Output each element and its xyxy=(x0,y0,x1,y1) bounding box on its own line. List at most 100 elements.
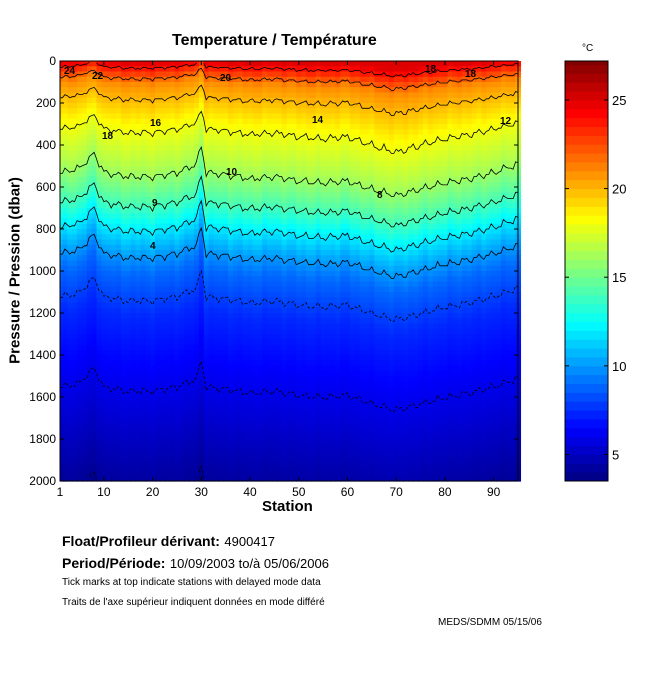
heatmap-cell xyxy=(242,118,249,125)
heatmap-cell xyxy=(315,307,322,314)
heatmap-cell xyxy=(135,129,141,136)
heatmap-cell xyxy=(213,61,219,67)
heatmap-cell xyxy=(189,412,195,419)
heatmap-cell xyxy=(77,444,83,451)
heatmap-cell xyxy=(252,103,258,109)
heatmap-cell xyxy=(62,218,68,225)
heatmap-cell xyxy=(301,265,307,272)
heatmap-cell xyxy=(291,423,297,430)
heatmap-cell xyxy=(262,244,268,251)
heatmap-cell xyxy=(340,239,346,246)
heatmap-cell xyxy=(101,171,107,178)
heatmap-cell xyxy=(315,155,322,162)
heatmap-cell xyxy=(86,428,93,435)
heatmap-cell xyxy=(62,470,68,477)
heatmap-cell xyxy=(310,397,317,403)
heatmap-cell xyxy=(320,139,327,146)
heatmap-cell xyxy=(140,271,146,277)
heatmap-cell xyxy=(228,145,234,151)
heatmap-cell xyxy=(203,381,210,388)
heatmap-cell xyxy=(135,271,141,277)
heatmap-cell xyxy=(106,208,112,214)
heatmap-cell xyxy=(228,418,234,424)
heatmap-cell xyxy=(125,139,132,146)
heatmap-cell xyxy=(232,208,239,214)
heatmap-cell xyxy=(111,97,117,104)
heatmap-cell xyxy=(179,376,185,382)
heatmap-cell xyxy=(130,82,137,88)
heatmap-cell xyxy=(72,129,78,136)
heatmap-cell xyxy=(81,87,88,94)
heatmap-cell xyxy=(116,475,122,482)
heatmap-cell xyxy=(335,255,341,262)
heatmap-cell xyxy=(271,276,278,283)
heatmap-cell xyxy=(159,145,166,151)
heatmap-cell xyxy=(164,239,171,246)
heatmap-cell xyxy=(198,339,205,346)
heatmap-cell xyxy=(96,402,103,409)
heatmap-cell xyxy=(281,150,288,157)
heatmap-cell xyxy=(286,202,293,209)
heatmap-cell xyxy=(247,108,254,115)
heatmap-cell xyxy=(101,323,107,330)
heatmap-cell xyxy=(213,176,219,183)
heatmap-cell xyxy=(72,423,78,430)
heatmap-cell xyxy=(96,66,103,73)
heatmap-cell xyxy=(179,155,185,162)
heatmap-cell xyxy=(189,397,195,403)
heatmap-cell xyxy=(135,439,141,445)
heatmap-cell xyxy=(228,407,234,414)
heatmap-cell xyxy=(330,370,336,377)
heatmap-cell xyxy=(281,475,288,482)
heatmap-cell xyxy=(81,349,88,356)
heatmap-cell xyxy=(271,349,278,356)
heatmap-cell xyxy=(262,61,268,67)
heatmap-cell xyxy=(223,124,229,130)
heatmap-cell xyxy=(101,428,107,435)
heatmap-cell xyxy=(242,423,249,430)
heatmap-cell xyxy=(247,339,254,346)
heatmap-cell xyxy=(349,92,356,99)
heatmap-cell xyxy=(232,192,239,199)
heatmap-cell xyxy=(203,460,210,466)
heatmap-cell xyxy=(213,376,219,382)
heatmap-cell xyxy=(291,276,297,283)
heatmap-cell xyxy=(340,160,346,167)
heatmap-cell xyxy=(242,150,249,157)
heatmap-cell xyxy=(101,97,107,104)
heatmap-cell xyxy=(237,71,244,78)
heatmap-cell xyxy=(306,229,312,235)
heatmap-cell xyxy=(135,328,141,335)
heatmap-cell xyxy=(247,381,254,388)
heatmap-cell xyxy=(349,349,356,356)
heatmap-cell xyxy=(140,239,146,246)
heatmap-cell xyxy=(228,271,234,277)
heatmap-cell xyxy=(301,376,307,382)
heatmap-cell xyxy=(325,155,332,162)
heatmap-cell xyxy=(77,397,83,403)
heatmap-cell xyxy=(116,370,122,377)
heatmap-cell xyxy=(286,276,293,283)
heatmap-cell xyxy=(86,197,93,204)
heatmap-cell xyxy=(315,239,322,246)
heatmap-cell xyxy=(232,439,239,445)
heatmap-cell xyxy=(179,360,185,367)
heatmap-cell xyxy=(193,381,200,388)
heatmap-cell xyxy=(257,61,263,67)
heatmap-cell xyxy=(164,145,171,151)
heatmap-cell xyxy=(145,465,151,472)
heatmap-cell xyxy=(203,349,210,356)
heatmap-cell xyxy=(125,166,132,172)
heatmap-cell xyxy=(271,229,278,235)
heatmap-cell xyxy=(193,197,200,204)
heatmap-cell xyxy=(330,307,336,314)
heatmap-cell xyxy=(140,108,146,115)
heatmap-cell xyxy=(193,397,200,403)
heatmap-cell xyxy=(296,402,302,409)
heatmap-cell xyxy=(242,355,249,361)
heatmap-cell xyxy=(106,255,112,262)
heatmap-cell xyxy=(159,323,166,330)
heatmap-cell xyxy=(286,355,293,361)
heatmap-cell xyxy=(184,297,190,304)
heatmap-cell xyxy=(281,465,288,472)
